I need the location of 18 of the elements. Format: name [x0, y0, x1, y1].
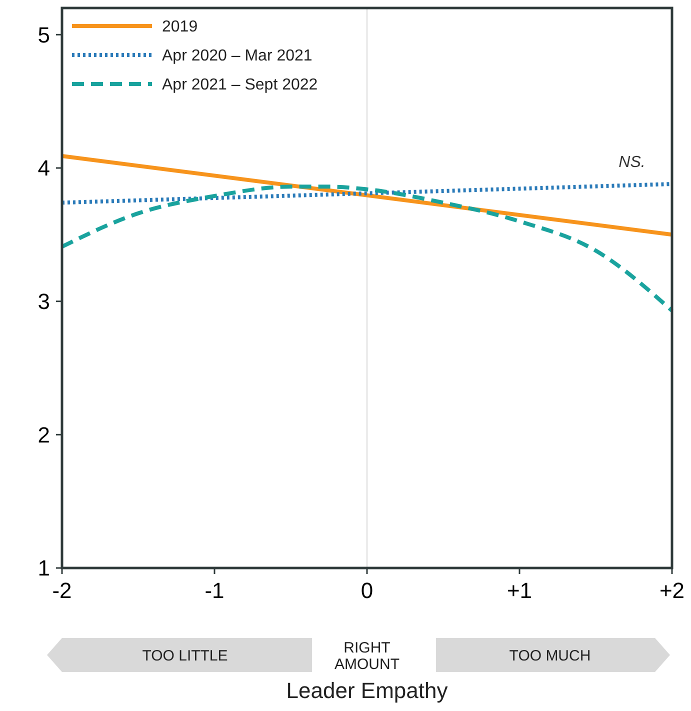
legend-label: 2019	[162, 18, 198, 36]
text: TOO MUCH	[509, 647, 591, 664]
legend-label: Apr 2021 – Sept 2022	[162, 76, 318, 94]
annotation: NS.	[618, 154, 646, 171]
y-tick-label: 1	[38, 556, 50, 581]
x-tick-label: -1	[204, 578, 224, 603]
x-tick-label: +2	[659, 578, 685, 603]
legend-label: Apr 2020 – Mar 2021	[162, 48, 312, 65]
y-tick-label: 4	[38, 156, 50, 181]
y-tick-label: 2	[38, 422, 50, 448]
x-tick-label: 0	[360, 578, 374, 603]
y-tick-label: 5	[38, 22, 50, 48]
text: TOO LITTLE	[142, 647, 228, 664]
x-axis-title: Leader Empathy	[286, 678, 448, 703]
x-tick-label: -2	[52, 578, 72, 603]
y-tick-label: 3	[38, 289, 50, 314]
x-tick-label: +1	[506, 578, 532, 603]
text: RIGHT AMOUNT	[334, 639, 400, 673]
